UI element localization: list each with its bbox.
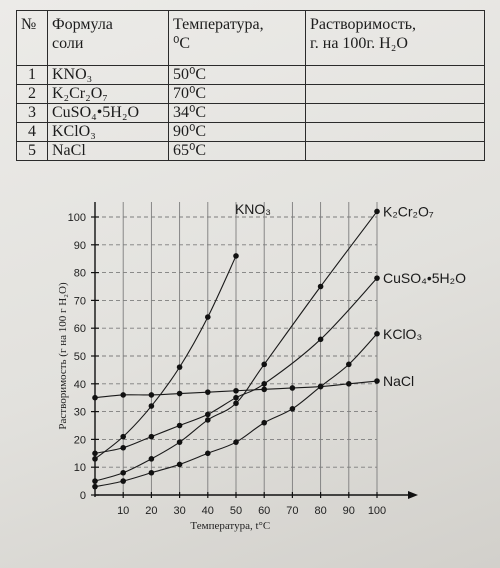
data-point-kno3 <box>92 456 98 462</box>
data-point-k2cr2o7 <box>92 478 98 484</box>
y-tick-label: 10 <box>74 462 86 474</box>
data-point-nacl <box>120 392 126 398</box>
data-point-kno3 <box>176 364 183 370</box>
y-tick-label: 80 <box>74 268 86 280</box>
header-num: № <box>16 10 48 66</box>
curve-k2cr2o7 <box>94 211 378 482</box>
data-point-k2cr2o7 <box>176 439 183 445</box>
data-point-nacl <box>261 386 268 393</box>
data-point-nacl <box>148 392 155 398</box>
data-point-cuso4 <box>261 381 268 387</box>
data-point-k2cr2o7 <box>233 400 239 407</box>
y-axis-title: Растворимость (г на 100 г H₂O) <box>57 282 69 430</box>
data-point-cuso4 <box>148 433 155 440</box>
y-tick-label: 20 <box>74 434 86 446</box>
row-solubility <box>305 141 485 161</box>
header-temperature: Температура, ⁰C <box>168 10 306 66</box>
series-label-cuso4: CuSO₄•5H₂O <box>383 270 466 286</box>
data-point-kclo3 <box>374 330 380 337</box>
data-point-kclo3 <box>120 478 126 484</box>
header-formula: Формула соли <box>47 10 169 66</box>
data-point-kclo3 <box>233 439 239 445</box>
data-point-kclo3 <box>289 406 296 412</box>
data-point-nacl <box>233 387 239 394</box>
y-tick-label: 50 <box>74 351 86 363</box>
table-row: 1 KNO₃ 50⁰C <box>16 65 485 85</box>
header-solubility: Растворимость, г. на 100г. H₂O <box>305 10 485 66</box>
data-point-kno3 <box>233 253 239 259</box>
row-formula: K₂Cr₂O₇ <box>47 84 169 104</box>
data-point-nacl <box>374 378 380 384</box>
row-temperature: 65⁰C <box>168 141 306 161</box>
data-point-cuso4 <box>92 450 98 457</box>
series-label-kclo3: KClO₃ <box>383 326 422 342</box>
series-label-kno3: KNO₃ <box>235 201 271 217</box>
row-formula: NaCl <box>47 141 169 161</box>
table-row: 2 K₂Cr₂O₇ 70⁰C <box>16 84 485 104</box>
data-point-k2cr2o7 <box>120 469 126 476</box>
x-tick-label: 40 <box>202 505 214 517</box>
data-point-nacl <box>176 390 183 397</box>
y-tick-label: 90 <box>74 240 86 252</box>
y-tick-label: 30 <box>74 407 86 419</box>
row-temperature: 50⁰C <box>168 65 306 85</box>
x-tick-label: 70 <box>286 505 298 517</box>
x-axis-arrow <box>408 491 418 499</box>
data-point-nacl <box>317 383 324 390</box>
data-point-kclo3 <box>148 469 155 476</box>
table-row: 5 NaCl 65⁰C <box>16 141 485 161</box>
data-point-kclo3 <box>205 450 211 457</box>
data-point-cuso4 <box>374 275 380 281</box>
data-point-kno3 <box>148 403 155 409</box>
data-point-kclo3 <box>346 361 352 368</box>
data-point-kno3 <box>120 433 126 440</box>
row-temperature: 90⁰C <box>168 122 306 142</box>
data-point-nacl <box>346 381 352 387</box>
data-point-nacl <box>205 389 211 395</box>
table-row: 4 KClO₃ 90⁰C <box>16 122 485 142</box>
y-tick-label: 60 <box>74 323 86 335</box>
x-tick-label: 80 <box>314 505 326 517</box>
chart-labels: KNO₃ K₂Cr₂O₇ CuSO₄•5H₂O KClO₃ NaCl <box>235 201 466 389</box>
series-label-k2cr2o7: K₂Cr₂O₇ <box>383 203 434 219</box>
data-point-kclo3 <box>92 483 98 490</box>
data-point-nacl <box>289 385 296 391</box>
data-point-nacl <box>92 394 98 401</box>
y-tick-label: 40 <box>74 379 86 391</box>
chart-axes: 0 10 20 30 40 50 60 70 80 90 100 10 20 30 40 50 60 70 80 90… <box>57 202 418 532</box>
row-temperature: 70⁰C <box>168 84 306 104</box>
curve-kno3 <box>94 255 237 460</box>
x-tick-label: 50 <box>230 505 242 517</box>
x-tick-label: 100 <box>368 505 386 517</box>
table-header-row: № Формула соли Температура, ⁰C Растворим… <box>16 10 485 66</box>
data-point-cuso4 <box>176 422 183 429</box>
data-point-cuso4 <box>233 394 239 401</box>
data-point-cuso4 <box>205 411 211 418</box>
x-tick-label: 10 <box>117 505 129 517</box>
data-point-kclo3 <box>261 419 268 426</box>
x-tick-label: 60 <box>258 505 270 517</box>
data-point-k2cr2o7 <box>317 283 324 290</box>
y-tick-label: 0 <box>80 490 86 502</box>
data-point-cuso4 <box>317 336 324 343</box>
solubility-table: № Формула соли Температура, ⁰C Растворим… <box>16 10 485 161</box>
data-point-kno3 <box>205 314 211 320</box>
chart-points <box>92 208 380 490</box>
data-point-k2cr2o7 <box>205 417 211 423</box>
data-point-cuso4 <box>120 444 126 451</box>
y-tick-label: 100 <box>68 212 86 224</box>
y-tick-label: 70 <box>74 295 86 307</box>
x-tick-label: 90 <box>343 505 355 517</box>
x-tick-label: 20 <box>145 505 157 517</box>
chart-grid <box>95 202 378 495</box>
data-point-k2cr2o7 <box>374 208 380 215</box>
series-label-nacl: NaCl <box>383 373 414 389</box>
data-point-kclo3 <box>176 461 183 468</box>
data-point-k2cr2o7 <box>148 456 155 462</box>
x-tick-label: 30 <box>173 505 185 517</box>
x-axis-title: Температура, t°C <box>190 520 270 532</box>
data-point-k2cr2o7 <box>261 361 268 368</box>
